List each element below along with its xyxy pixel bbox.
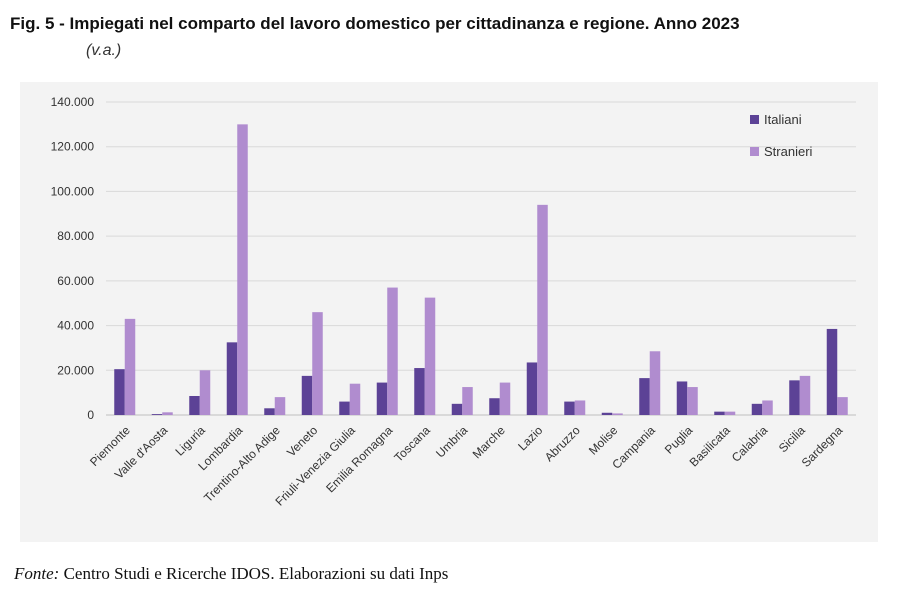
legend-swatch-stranieri — [750, 147, 759, 156]
y-tick-label: 80.000 — [57, 229, 94, 243]
bar-italiani — [489, 398, 500, 415]
bar-italiani — [526, 362, 538, 415]
source-label: Fonte: — [14, 564, 60, 583]
bar-stranieri — [462, 387, 473, 415]
bar-italiani — [714, 411, 725, 415]
bar-stranieri — [649, 351, 661, 415]
bar-italiani — [114, 369, 125, 415]
x-tick-label: Molise — [586, 423, 621, 458]
y-tick-label: 140.000 — [51, 95, 95, 109]
bar-italiani — [564, 401, 575, 415]
bar-stranieri — [312, 312, 323, 415]
y-tick-label: 100.000 — [51, 184, 95, 198]
bar-stranieri — [574, 400, 586, 415]
x-tick-label: Lazio — [515, 423, 545, 453]
bar-stranieri — [612, 413, 623, 415]
bar-italiani — [676, 381, 688, 415]
bar-italiani — [301, 375, 313, 415]
y-tick-label: 60.000 — [57, 274, 94, 288]
bar-italiani — [789, 380, 800, 415]
x-tick-label: Liguria — [172, 423, 208, 459]
bar-stranieri — [237, 124, 248, 415]
x-tick-label: Veneto — [284, 423, 321, 460]
bar-italiani — [451, 403, 463, 415]
bar-stranieri — [274, 397, 286, 415]
x-tick-label: Puglia — [662, 423, 696, 457]
bar-stranieri — [387, 287, 398, 415]
y-tick-label: 0 — [87, 408, 94, 422]
legend-label: Stranieri — [764, 144, 813, 159]
x-tick-label: Calabria — [729, 423, 771, 465]
bar-stranieri — [424, 297, 436, 415]
bar-stranieri — [124, 318, 136, 415]
bar-stranieri — [799, 375, 811, 415]
bar-italiani — [601, 412, 613, 415]
bar-italiani — [826, 328, 838, 415]
x-tick-label: Emilia Romagna — [323, 423, 395, 495]
bar-stranieri — [499, 382, 511, 415]
bar-stranieri — [687, 387, 698, 415]
bar-italiani — [376, 382, 388, 415]
bar-stranieri — [349, 383, 361, 415]
bar-italiani — [189, 395, 200, 415]
x-tick-label: Abruzzo — [542, 423, 583, 464]
bar-italiani — [751, 403, 763, 415]
bar-italiani — [226, 342, 238, 415]
bar-italiani — [414, 368, 425, 415]
bar-stranieri — [199, 370, 211, 415]
bar-italiani — [151, 414, 163, 415]
bar-italiani — [639, 378, 650, 415]
chart-subtitle: (v.a.) — [86, 42, 122, 59]
bar-stranieri — [837, 397, 848, 415]
y-tick-label: 120.000 — [51, 140, 95, 154]
bar-italiani — [339, 401, 350, 415]
x-tick-label: Marche — [470, 423, 508, 461]
x-tick-label: Sardegna — [799, 423, 846, 470]
bar-stranieri — [537, 204, 548, 415]
x-tick-label: Toscana — [391, 423, 433, 465]
y-tick-label: 20.000 — [57, 363, 94, 377]
x-tick-label: Umbria — [433, 423, 470, 460]
bar-italiani — [264, 408, 275, 415]
legend-swatch-italiani — [750, 115, 759, 124]
bar-stranieri — [762, 400, 773, 415]
chart-area: 0 20.000 40.000 60.000 80.000 100.000 120.000 1… — [20, 82, 878, 542]
source-note: Fonte: Centro Studi e Ricerche IDOS. Ela… — [14, 564, 448, 584]
source-text: Centro Studi e Ricerche IDOS. Elaborazio… — [63, 564, 449, 583]
bar-stranieri — [724, 411, 736, 415]
chart-title: Fig. 5 - Impiegati nel comparto del lavo… — [10, 14, 740, 33]
bar-stranieri — [162, 412, 173, 415]
legend-label: Italiani — [764, 112, 802, 127]
bar-chart: 0 20.000 40.000 60.000 80.000 100.000 120.000 1… — [51, 95, 856, 509]
x-tick-label: Sicilia — [776, 423, 808, 455]
x-tick-label: Basilicata — [687, 423, 733, 469]
y-tick-label: 40.000 — [57, 319, 94, 333]
